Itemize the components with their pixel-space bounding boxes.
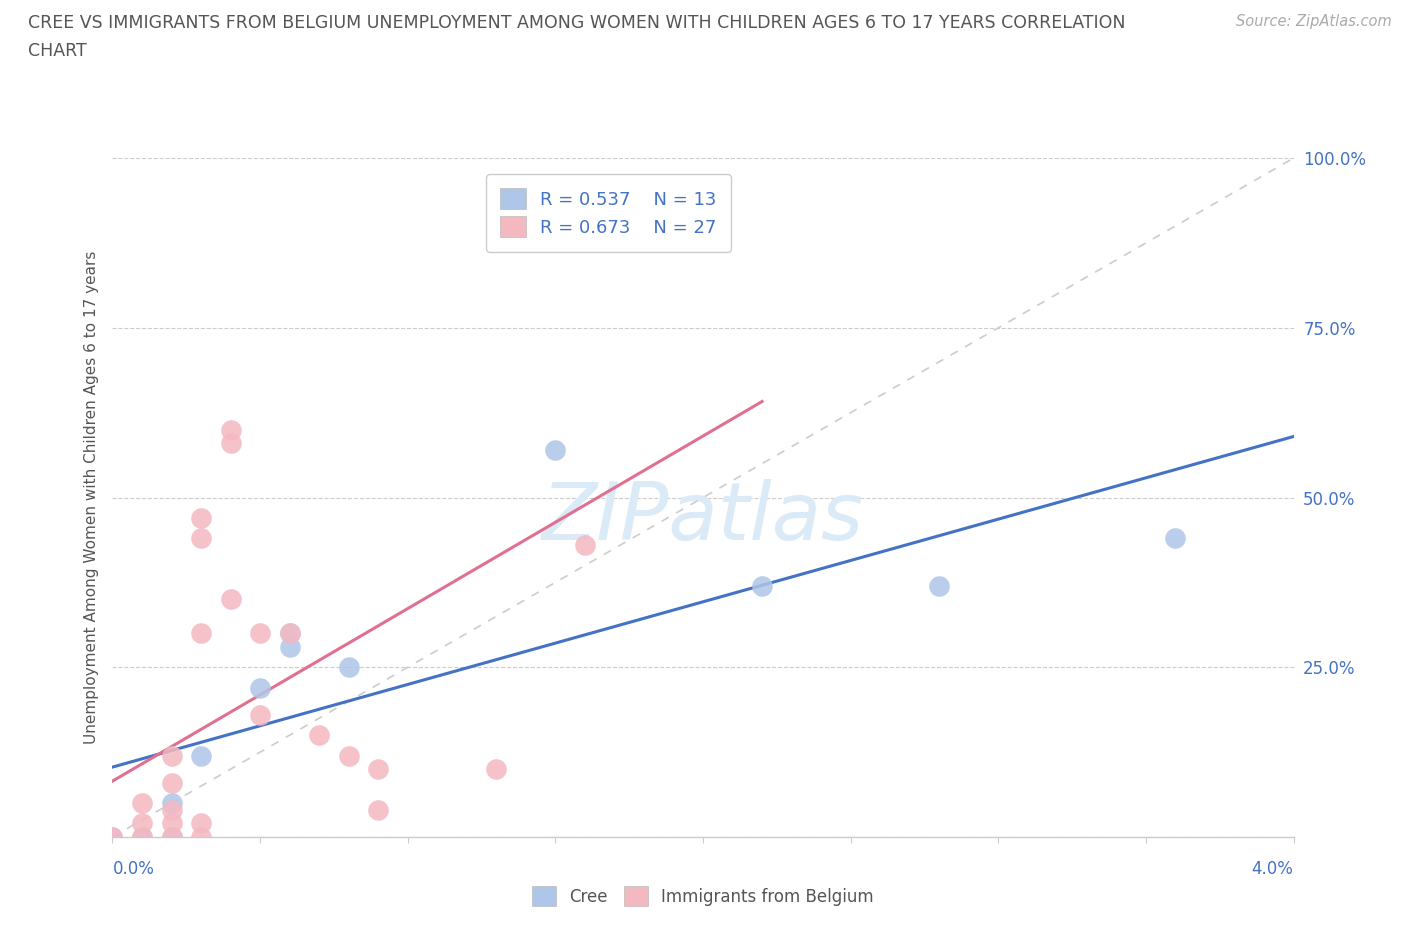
Point: [219, 422, 242, 437]
Legend: Cree, Immigrants from Belgium: Cree, Immigrants from Belgium: [526, 880, 880, 912]
Y-axis label: Unemployment Among Women with Children Ages 6 to 17 years: Unemployment Among Women with Children A…: [83, 251, 98, 744]
Text: Source: ZipAtlas.com: Source: ZipAtlas.com: [1236, 14, 1392, 29]
Point: [101, 830, 124, 844]
Point: [190, 816, 212, 830]
Point: [278, 640, 301, 655]
Point: [131, 830, 153, 844]
Point: [160, 796, 183, 811]
Point: [249, 626, 271, 641]
Point: [278, 626, 301, 641]
Legend: R = 0.537    N = 13, R = 0.673    N = 27: R = 0.537 N = 13, R = 0.673 N = 27: [486, 174, 731, 252]
Point: [160, 830, 183, 844]
Point: [131, 816, 153, 830]
Point: [249, 680, 271, 695]
Point: [692, 205, 714, 219]
Point: [160, 748, 183, 763]
Text: ZIPatlas: ZIPatlas: [541, 479, 865, 557]
Point: [160, 816, 183, 830]
Text: 4.0%: 4.0%: [1251, 860, 1294, 878]
Point: [308, 727, 330, 742]
Point: [190, 626, 212, 641]
Point: [367, 803, 389, 817]
Point: [160, 830, 183, 844]
Point: [751, 578, 773, 593]
Point: [101, 830, 124, 844]
Text: 0.0%: 0.0%: [112, 860, 155, 878]
Point: [337, 660, 360, 675]
Point: [219, 436, 242, 451]
Point: [190, 531, 212, 546]
Point: [928, 578, 950, 593]
Point: [190, 748, 212, 763]
Point: [190, 511, 212, 525]
Text: CHART: CHART: [28, 42, 87, 60]
Text: CREE VS IMMIGRANTS FROM BELGIUM UNEMPLOYMENT AMONG WOMEN WITH CHILDREN AGES 6 TO: CREE VS IMMIGRANTS FROM BELGIUM UNEMPLOY…: [28, 14, 1126, 32]
Point: [131, 830, 153, 844]
Point: [131, 796, 153, 811]
Point: [337, 748, 360, 763]
Point: [367, 762, 389, 777]
Point: [1164, 531, 1187, 546]
Point: [219, 592, 242, 607]
Point: [574, 538, 596, 552]
Point: [278, 626, 301, 641]
Point: [544, 443, 567, 458]
Point: [160, 776, 183, 790]
Point: [249, 708, 271, 723]
Point: [190, 830, 212, 844]
Point: [160, 803, 183, 817]
Point: [485, 762, 508, 777]
